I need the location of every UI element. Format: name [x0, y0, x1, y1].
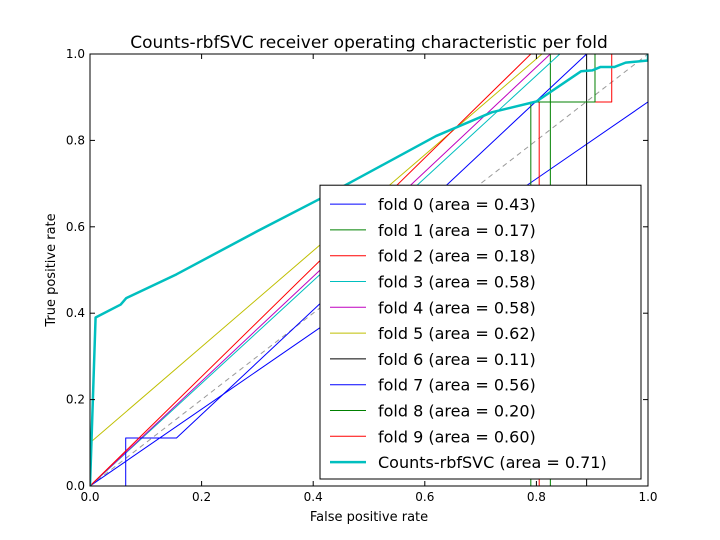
series-line-8 [90, 54, 648, 486]
x-axis-label: False positive rate [310, 510, 428, 525]
axes-frame [89, 53, 649, 487]
y-axis-label: True positive rate [44, 213, 59, 327]
series-line-10 [90, 54, 648, 486]
legend-label-1: fold 1 (area = 0.17) [378, 221, 536, 240]
series-line-7 [90, 54, 648, 486]
y-tick-label: 0.8 [66, 133, 85, 147]
legend-label-9: fold 9 (area = 0.60) [378, 427, 536, 446]
series-line-3 [90, 54, 648, 486]
x-tick-label: 0.8 [527, 490, 546, 504]
legend-label-2: fold 2 (area = 0.18) [378, 247, 536, 266]
legend-label-0: fold 0 (area = 0.43) [378, 195, 536, 214]
legend-label-3: fold 3 (area = 0.58) [378, 273, 536, 292]
series-line-4 [90, 54, 648, 486]
y-tick-label: 0.4 [66, 306, 85, 320]
chart-title: Counts-rbfSVC receiver operating charact… [130, 33, 608, 53]
tick-layer: 0.0 0.2 0.4 0.6 0.8 1.0 0.0 0.2 0.4 0.6 0.8 1.0 [66, 47, 658, 504]
legend-label-8: fold 8 (area = 0.20) [378, 402, 536, 421]
x-tick-label: 0.2 [192, 490, 211, 504]
x-tick-label: 0.4 [304, 490, 323, 504]
y-tick-label: 0.0 [66, 479, 85, 493]
legend-label-4: fold 4 (area = 0.58) [378, 298, 536, 317]
y-tick-label: 1.0 [66, 47, 85, 61]
series-line-9 [90, 54, 648, 486]
legend-label-6: fold 6 (area = 0.11) [378, 350, 536, 369]
legend: fold 0 (area = 0.43) fold 1 (area = 0.17)… [319, 184, 642, 480]
legend-label-10: Counts-rbfSVC (area = 0.71) [378, 453, 607, 472]
x-tick-label: 1.0 [638, 490, 657, 504]
series-line-5 [90, 54, 648, 444]
legend-label-7: fold 7 (area = 0.56) [378, 376, 536, 395]
x-tick-label: 0.0 [80, 490, 99, 504]
legend-box [319, 184, 642, 480]
y-tick-label: 0.6 [66, 220, 85, 234]
y-tick-label: 0.2 [66, 393, 85, 407]
x-tick-label: 0.6 [415, 490, 434, 504]
legend-label-5: fold 5 (area = 0.62) [378, 324, 536, 343]
